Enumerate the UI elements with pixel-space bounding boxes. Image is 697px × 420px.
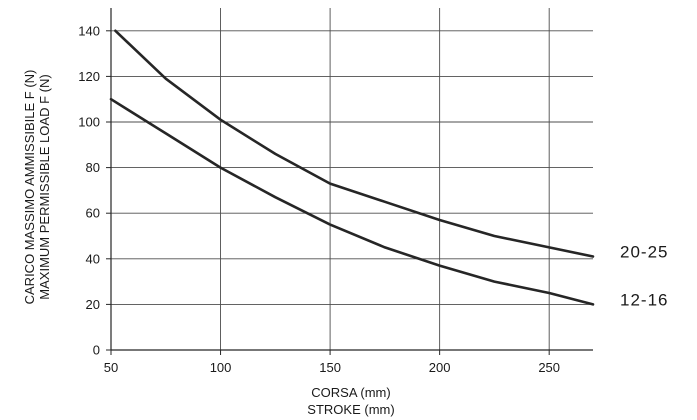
y-tick-label-120: 120 — [78, 69, 100, 84]
x-tick-label-200: 200 — [429, 360, 451, 375]
y-axis-title-line-1: CARICO MASSIMO AMMISSIBILE F (N) — [22, 70, 37, 305]
y-tick-label-0: 0 — [93, 343, 100, 358]
axes — [106, 8, 593, 355]
y-tick-label-60: 60 — [86, 206, 100, 221]
series-label-12-16: 12-16 — [620, 290, 668, 309]
y-tick-labels: 0 20 40 60 80 100 120 140 — [78, 23, 100, 357]
series-label-20-25: 20-25 — [620, 243, 668, 262]
series-labels: 20-25 12-16 — [620, 243, 668, 310]
grid — [111, 8, 593, 350]
x-tick-label-50: 50 — [104, 360, 118, 375]
y-tick-label-20: 20 — [86, 297, 100, 312]
x-tick-label-250: 250 — [538, 360, 560, 375]
y-tick-label-100: 100 — [78, 115, 100, 130]
y-tick-label-40: 40 — [86, 251, 100, 266]
x-tick-label-150: 150 — [319, 360, 341, 375]
series-line-12-16 — [109, 97, 595, 306]
x-tick-labels: 50 100 150 200 250 — [104, 360, 560, 375]
x-tick-label-100: 100 — [210, 360, 232, 375]
y-tick-label-80: 80 — [86, 160, 100, 175]
y-tick-label-140: 140 — [78, 23, 100, 38]
x-axis-title-line-2: STROKE (mm) — [307, 402, 394, 417]
x-axis-title-line-1: CORSA (mm) — [311, 385, 390, 400]
series-line-20-25 — [114, 29, 595, 258]
y-axis-title-line-2: MAXIMUM PERMISSIBLE LOAD F (N) — [37, 74, 52, 299]
series-lines — [109, 29, 595, 306]
